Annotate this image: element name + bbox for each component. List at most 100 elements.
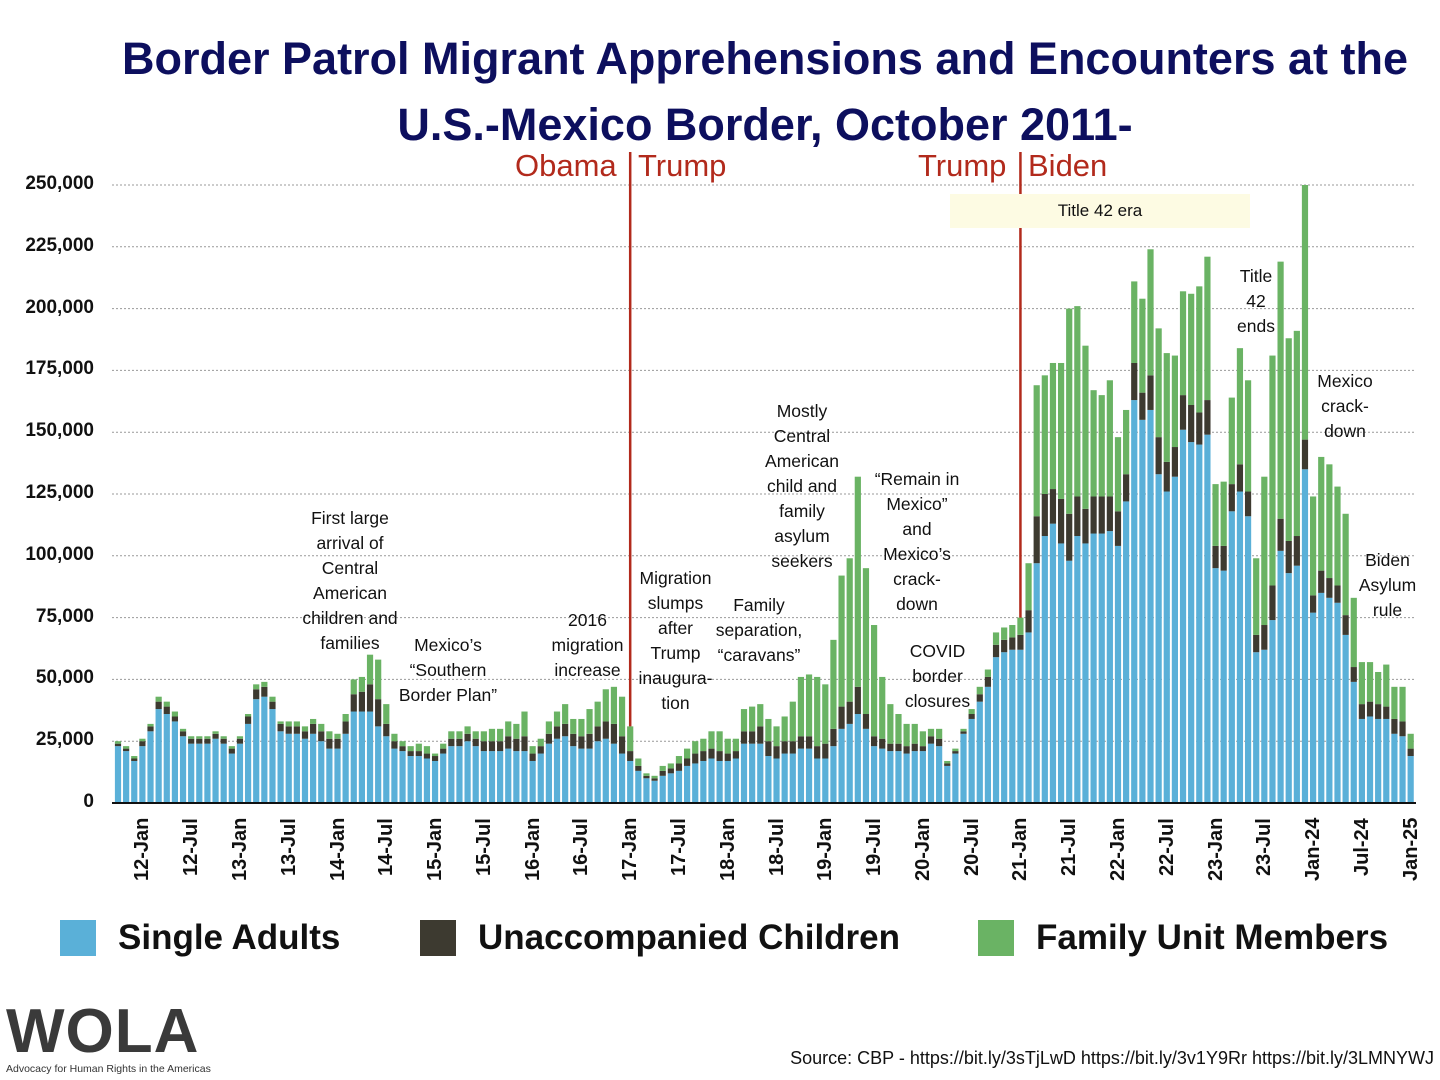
bar-unaccompanied-children — [407, 751, 414, 757]
bar-unaccompanied-children — [375, 699, 382, 727]
bar-family-unit-members — [1188, 293, 1195, 406]
bar-family-unit-members — [781, 716, 788, 742]
bar-family-unit-members — [196, 736, 203, 739]
bar-single-adults — [1261, 649, 1268, 803]
bar-family-unit-members — [147, 723, 154, 727]
bar-family-unit-members — [1261, 476, 1268, 626]
bar-unaccompanied-children — [984, 676, 992, 687]
bar-family-unit-members — [407, 746, 414, 752]
bar-family-unit-members — [610, 686, 618, 724]
bar-family-unit-members — [854, 476, 861, 687]
bar-family-unit-members — [114, 741, 122, 744]
bar-family-unit-members — [586, 709, 593, 734]
bar-family-unit-members — [513, 723, 520, 739]
bar-unaccompanied-children — [1228, 484, 1235, 512]
bar-unaccompanied-children — [570, 733, 577, 747]
bar-single-adults — [456, 746, 463, 803]
y-tick-label: 0 — [83, 791, 94, 812]
bar-family-unit-members — [399, 741, 406, 747]
bar-family-unit-members — [131, 756, 138, 759]
annotation-title42-ends: Title 42 ends — [1237, 266, 1275, 336]
bar-family-unit-members — [236, 736, 244, 739]
bar-single-adults — [960, 733, 967, 803]
bar-family-unit-members — [1114, 437, 1122, 512]
bar-unaccompanied-children — [440, 748, 447, 754]
bar-single-adults — [732, 758, 739, 803]
bar-family-unit-members — [984, 669, 992, 677]
bar-unaccompanied-children — [472, 738, 479, 747]
bar-family-unit-members — [253, 684, 260, 690]
y-tick-label: 175,000 — [25, 358, 94, 380]
bar-family-unit-members — [870, 625, 878, 737]
bar-family-unit-members — [123, 746, 130, 749]
legend-swatch — [978, 920, 1014, 956]
bar-single-adults — [1253, 652, 1260, 803]
bar-family-unit-members — [1139, 298, 1146, 393]
bar-unaccompanied-children — [919, 746, 926, 752]
bar-family-unit-members — [667, 763, 674, 769]
legend-swatch — [60, 920, 96, 956]
annotation-slumps: Migration slumps after Trump inaugura- t… — [638, 568, 713, 713]
bar-single-adults — [440, 753, 447, 803]
bar-single-adults — [1001, 652, 1008, 803]
bar-unaccompanied-children — [1383, 706, 1390, 719]
bar-single-adults — [927, 743, 935, 803]
bar-unaccompanied-children — [1139, 392, 1146, 420]
bar-unaccompanied-children — [179, 731, 187, 737]
bar-single-adults — [1025, 632, 1032, 803]
bar-family-unit-members — [911, 723, 918, 744]
bar-family-unit-members — [1310, 496, 1317, 596]
bar-single-adults — [562, 736, 569, 803]
bar-family-unit-members — [1285, 338, 1292, 541]
bar-unaccompanied-children — [749, 731, 756, 744]
x-tick-label: 22-Jan — [1106, 817, 1129, 881]
bar-single-adults — [1228, 511, 1235, 803]
bar-single-adults — [1082, 543, 1089, 803]
bar-family-unit-members — [1358, 662, 1365, 705]
bar-unaccompanied-children — [1114, 511, 1122, 546]
bar-unaccompanied-children — [497, 741, 504, 752]
bar-single-adults — [1212, 568, 1219, 803]
bar-family-unit-members — [1009, 625, 1016, 638]
bar-family-unit-members — [1212, 484, 1219, 546]
bar-unaccompanied-children — [627, 751, 634, 761]
bar-unaccompanied-children — [505, 736, 512, 749]
bar-unaccompanied-children — [310, 723, 317, 734]
bar-family-unit-members — [879, 676, 886, 739]
bar-single-adults — [171, 721, 179, 803]
bar-unaccompanied-children — [716, 751, 723, 761]
bar-unaccompanied-children — [1123, 474, 1130, 502]
bar-single-adults — [383, 736, 390, 803]
bar-single-adults — [627, 760, 634, 803]
bar-family-unit-members — [1074, 306, 1081, 497]
bar-unaccompanied-children — [488, 741, 496, 752]
bar-single-adults — [797, 748, 805, 803]
bar-single-adults — [1098, 533, 1105, 803]
logo-tagline: Advocacy for Human Rights in the America… — [6, 1063, 211, 1075]
bar-unaccompanied-children — [1057, 498, 1065, 544]
bar-family-unit-members — [1277, 261, 1284, 519]
bar-unaccompanied-children — [895, 743, 902, 752]
bar-unaccompanied-children — [635, 765, 642, 771]
bar-family-unit-members — [310, 718, 317, 724]
bar-single-adults — [1350, 681, 1357, 803]
bar-single-adults — [1188, 442, 1195, 803]
bar-unaccompanied-children — [1033, 516, 1040, 564]
bar-unaccompanied-children — [1350, 667, 1357, 682]
bar-unaccompanied-children — [342, 721, 349, 734]
bar-single-adults — [1090, 533, 1097, 803]
bar-unaccompanied-children — [1171, 447, 1178, 477]
bar-single-adults — [1285, 573, 1292, 803]
bar-single-adults — [1383, 718, 1390, 803]
bar-single-adults — [643, 778, 650, 803]
bar-single-adults — [1277, 550, 1284, 803]
title42-era-label: Title 42 era — [1057, 201, 1143, 220]
y-tick-label: 225,000 — [25, 234, 94, 256]
bar-unaccompanied-children — [1025, 610, 1032, 633]
bar-family-unit-members — [1228, 397, 1235, 485]
y-tick-label: 100,000 — [25, 543, 94, 565]
bar-family-unit-members — [675, 756, 683, 764]
bar-family-unit-members — [1236, 348, 1244, 465]
bar-family-unit-members — [1017, 617, 1024, 635]
x-tick-label: 14-Jan — [326, 817, 349, 881]
